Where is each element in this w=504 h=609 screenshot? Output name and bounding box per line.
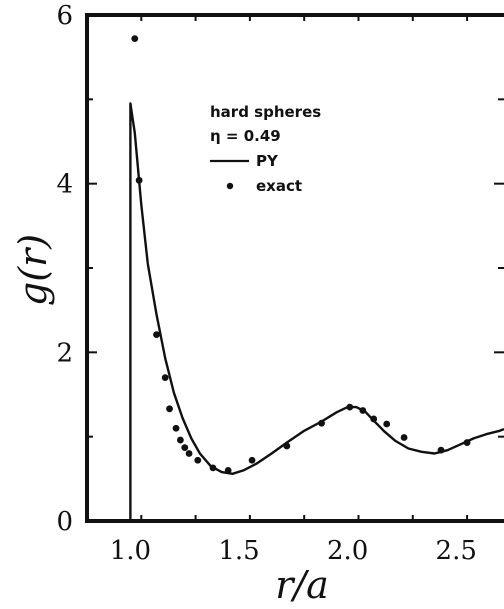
data-point-exact — [153, 331, 160, 339]
data-point-exact — [318, 419, 325, 427]
y-tick-label: 2 — [56, 338, 73, 368]
data-point-exact — [181, 444, 189, 452]
data-point-exact — [131, 35, 139, 43]
data-point-exact — [135, 176, 143, 184]
series-line-py — [129, 102, 504, 521]
data-point-exact — [346, 403, 354, 411]
data-point-exact — [383, 420, 391, 428]
legend-exact-label: exact — [256, 177, 302, 195]
data-point-exact — [224, 467, 232, 474]
x-axis-title: r/a — [275, 563, 329, 607]
legend-line-2: η = 0.49 — [210, 127, 281, 145]
data-point-exact — [400, 434, 408, 441]
legend-py-label: PY — [256, 152, 279, 170]
legend-exact-dot — [226, 182, 234, 190]
data-point-exact — [359, 407, 367, 414]
data-point-exact — [176, 436, 184, 444]
data-point-exact — [283, 442, 291, 450]
legend-line-1: hard spheres — [210, 103, 321, 121]
data-point-exact — [463, 439, 471, 446]
data-point-exact — [185, 450, 193, 457]
x-tick-label: 2.5 — [436, 536, 477, 566]
data-point-exact — [209, 464, 217, 472]
y-axis-title: g(r) — [11, 234, 55, 306]
data-point-exact — [194, 456, 202, 464]
data-point-exact — [172, 424, 180, 432]
y-tick-label: 0 — [56, 507, 73, 537]
x-tick-label: 2.0 — [327, 536, 368, 566]
y-tick-label: 6 — [56, 1, 73, 31]
data-point-exact — [161, 374, 169, 382]
x-tick-label: 1.5 — [218, 536, 259, 566]
data-point-exact — [370, 415, 378, 423]
data-point-exact — [437, 446, 445, 454]
data-point-exact — [248, 456, 256, 464]
x-tick-label: 1.0 — [110, 536, 151, 566]
data-point-exact — [166, 405, 173, 413]
y-tick-label: 4 — [56, 170, 73, 200]
